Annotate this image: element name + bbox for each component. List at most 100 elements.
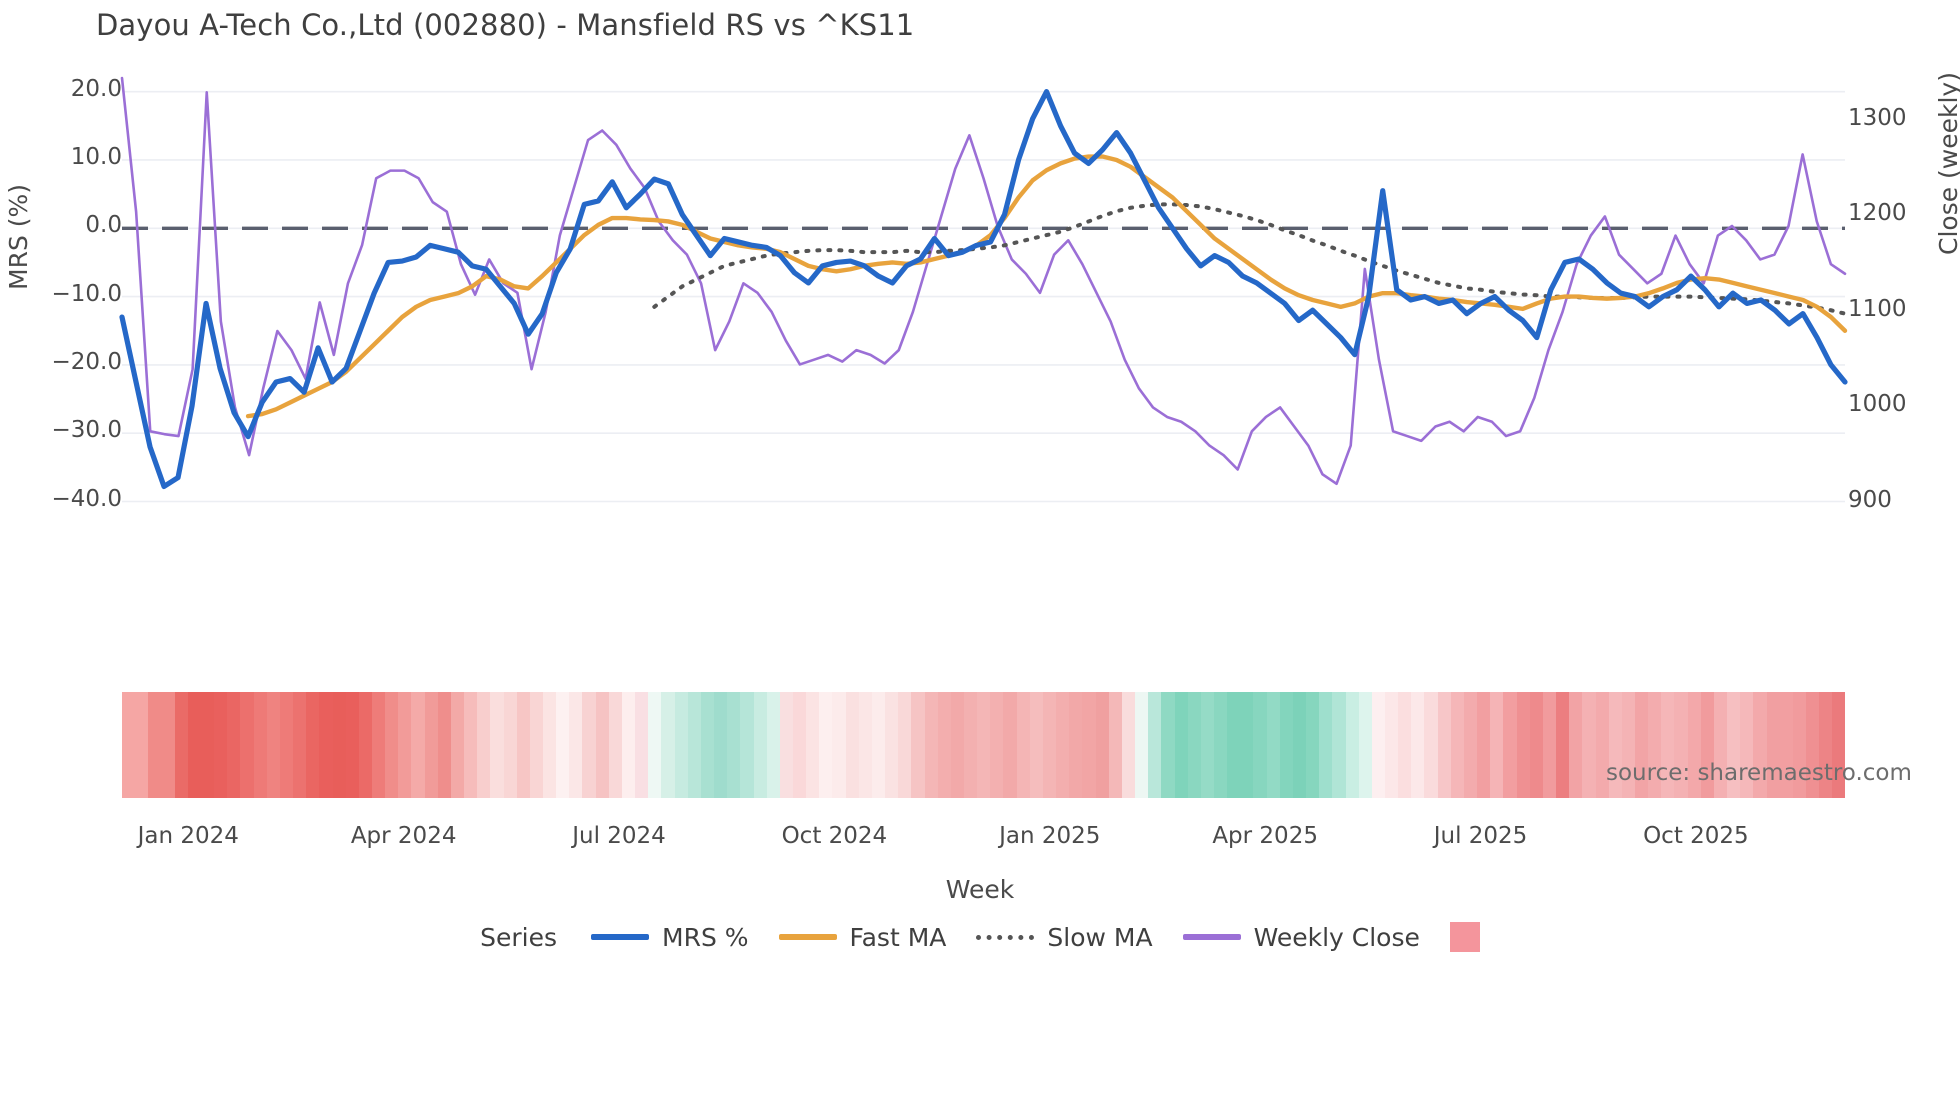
heat-band-cell — [1819, 692, 1833, 798]
heat-band-cell — [187, 692, 201, 798]
heat-band-cell — [1503, 692, 1517, 798]
series-line-mrs — [119, 89, 1848, 490]
heat-band-cell — [148, 692, 162, 798]
heat-band-cell — [608, 692, 622, 798]
heat-band-cell — [266, 692, 280, 798]
heat-band-cell — [358, 692, 372, 798]
heat-band-cell — [674, 692, 688, 798]
heat-band-cell — [174, 692, 188, 798]
heat-band-cell — [1424, 692, 1438, 798]
heat-band-cell — [1582, 692, 1596, 798]
y-tick-left: 0.0 — [85, 212, 122, 239]
heat-band-cell — [1135, 692, 1149, 798]
heat-band-cell — [1253, 692, 1267, 798]
x-tick: Apr 2024 — [350, 823, 457, 849]
heat-band-cell — [806, 692, 820, 798]
legend-item-weekly-close[interactable]: Weekly Close — [1182, 922, 1420, 952]
heat-band-cell — [1727, 692, 1741, 798]
heat-band-cell — [858, 692, 872, 798]
legend-band-swatch-icon — [1449, 922, 1480, 952]
heat-band-cell — [306, 692, 320, 798]
heat-band-cell — [1292, 692, 1307, 798]
heat-band-cell — [871, 692, 886, 798]
heat-band-cell — [1266, 692, 1280, 798]
chart-title: Dayou A-Tech Co.,Ltd (002880) - Mansfiel… — [96, 8, 915, 42]
y-tick-right: 1200 — [1848, 200, 1907, 227]
heat-band-cell — [621, 692, 636, 798]
heat-band-cell — [792, 692, 807, 798]
heat-band-cell — [1556, 692, 1570, 798]
heat-band-cell — [371, 692, 386, 798]
heat-band-cell — [1792, 692, 1806, 798]
legend-item-mrs[interactable]: MRS % — [591, 923, 749, 952]
legend-line-icon — [778, 934, 837, 940]
heat-band-cell — [687, 692, 701, 798]
heat-band-cell — [1187, 692, 1201, 798]
heat-band-cell — [503, 692, 517, 798]
heat-band-cell — [411, 692, 425, 798]
series-line-weekly-close — [120, 76, 1847, 486]
heat-band-cell — [1740, 692, 1754, 798]
heat-band-cell — [1542, 692, 1557, 798]
heat-band-cell — [950, 692, 964, 798]
y-tick-left: −10.0 — [51, 280, 122, 307]
y-tick-left: −20.0 — [51, 348, 122, 375]
heat-band-cell — [1437, 692, 1451, 798]
heat-band-cell — [200, 692, 215, 798]
heat-band-cell — [135, 692, 149, 798]
heat-band-cell — [937, 692, 951, 798]
heat-band-cell — [1042, 692, 1057, 798]
heat-band-cell — [1529, 692, 1543, 798]
heat-band-cell — [700, 692, 715, 798]
legend-item-label: Slow MA — [1047, 922, 1153, 952]
heat-band-cell — [977, 692, 991, 798]
legend-item-label: Weekly Close — [1253, 922, 1420, 952]
y-tick-right: 1100 — [1848, 295, 1907, 322]
heat-band-cell — [635, 692, 649, 798]
heat-band-cell — [1371, 692, 1385, 798]
heat-band-cell — [490, 692, 504, 798]
x-axis-label: Week — [945, 875, 1015, 904]
heat-band-cell — [437, 692, 451, 798]
legend-item-fast-ma[interactable]: Fast MA — [778, 922, 947, 952]
heat-band-cell — [1674, 692, 1688, 798]
legend-item-label: Fast MA — [849, 922, 947, 952]
heat-band-cell — [424, 692, 438, 798]
heat-band-cell — [477, 692, 491, 798]
heat-band-cell — [1595, 692, 1609, 798]
heat-band-cell — [1463, 692, 1478, 798]
legend-item-band[interactable] — [1449, 922, 1480, 952]
chart-legend: Series MRS % Fast MA Slow MA Weekly Close — [0, 922, 1960, 952]
heat-band-cell — [1121, 692, 1136, 798]
heat-band-cell — [385, 692, 399, 798]
heat-band-cell — [1095, 692, 1109, 798]
heat-band-cell — [319, 692, 333, 798]
heat-band-cell — [1398, 692, 1412, 798]
x-tick: Oct 2024 — [781, 823, 888, 849]
legend-item-slow-ma[interactable]: Slow MA — [976, 922, 1153, 952]
heat-band-cell — [1385, 692, 1399, 798]
heat-band-cell — [885, 692, 899, 798]
heat-band-cell — [345, 692, 359, 798]
heat-band-cell — [1700, 692, 1714, 798]
legend-title: Series — [480, 922, 558, 952]
heat-band-cell — [253, 692, 267, 798]
heat-band-cell — [1332, 692, 1346, 798]
heat-band-cell — [569, 692, 583, 798]
heat-band-cell — [1634, 692, 1649, 798]
source-attribution: source: sharemaestro.com — [1606, 760, 1912, 786]
heat-band-cell — [1174, 692, 1188, 798]
heat-band-cell — [1082, 692, 1096, 798]
y-tick-left: −30.0 — [51, 417, 122, 444]
heat-band-cell — [398, 692, 412, 798]
x-tick: Jan 2024 — [137, 823, 239, 849]
heat-band-cell — [1108, 692, 1122, 798]
heat-band-cell — [1161, 692, 1175, 798]
y-tick-right: 1000 — [1848, 391, 1907, 418]
heat-band-cell — [1200, 692, 1214, 798]
x-tick: Apr 2025 — [1212, 823, 1318, 849]
series-line-slow-ma — [652, 202, 1847, 316]
heat-band-cell — [240, 692, 254, 798]
heat-band-cell — [529, 692, 543, 798]
